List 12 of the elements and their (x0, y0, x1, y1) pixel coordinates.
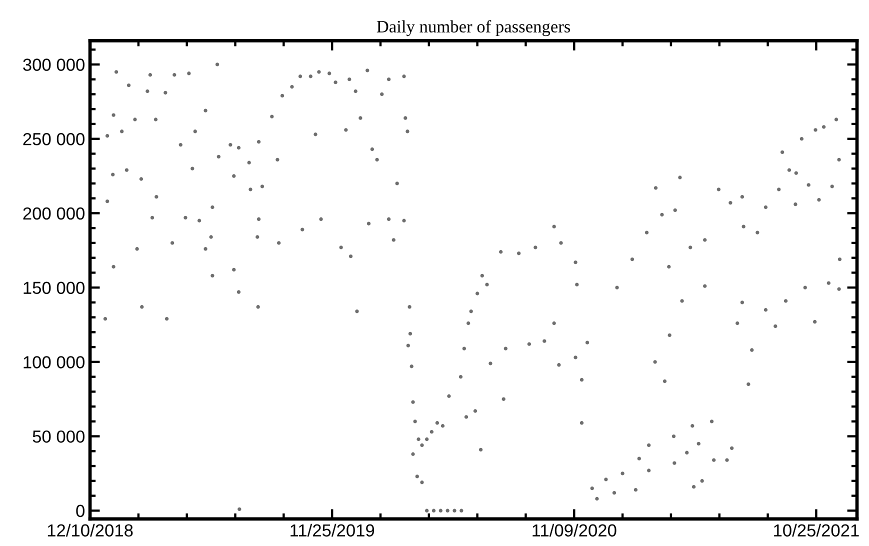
x-tick-label: 12/10/2018 (48, 524, 133, 537)
y-tick-label: 200 000 (23, 207, 84, 220)
x-tick-label: 10/25/2021 (774, 524, 859, 537)
y-tick-label: 250 000 (23, 133, 84, 146)
y-tick-label: 100 000 (24, 356, 84, 368)
y-tick-label: 0 (76, 504, 84, 518)
x-tick-label: 11/25/2019 (290, 524, 374, 537)
chart-title: Daily number of passengers (376, 20, 570, 36)
x-tick-label: 11/09/2020 (532, 524, 616, 537)
y-tick-label: 300 000 (23, 58, 84, 71)
y-tick-label: 150 000 (24, 282, 84, 294)
y-tick-label: 50 000 (32, 430, 84, 443)
